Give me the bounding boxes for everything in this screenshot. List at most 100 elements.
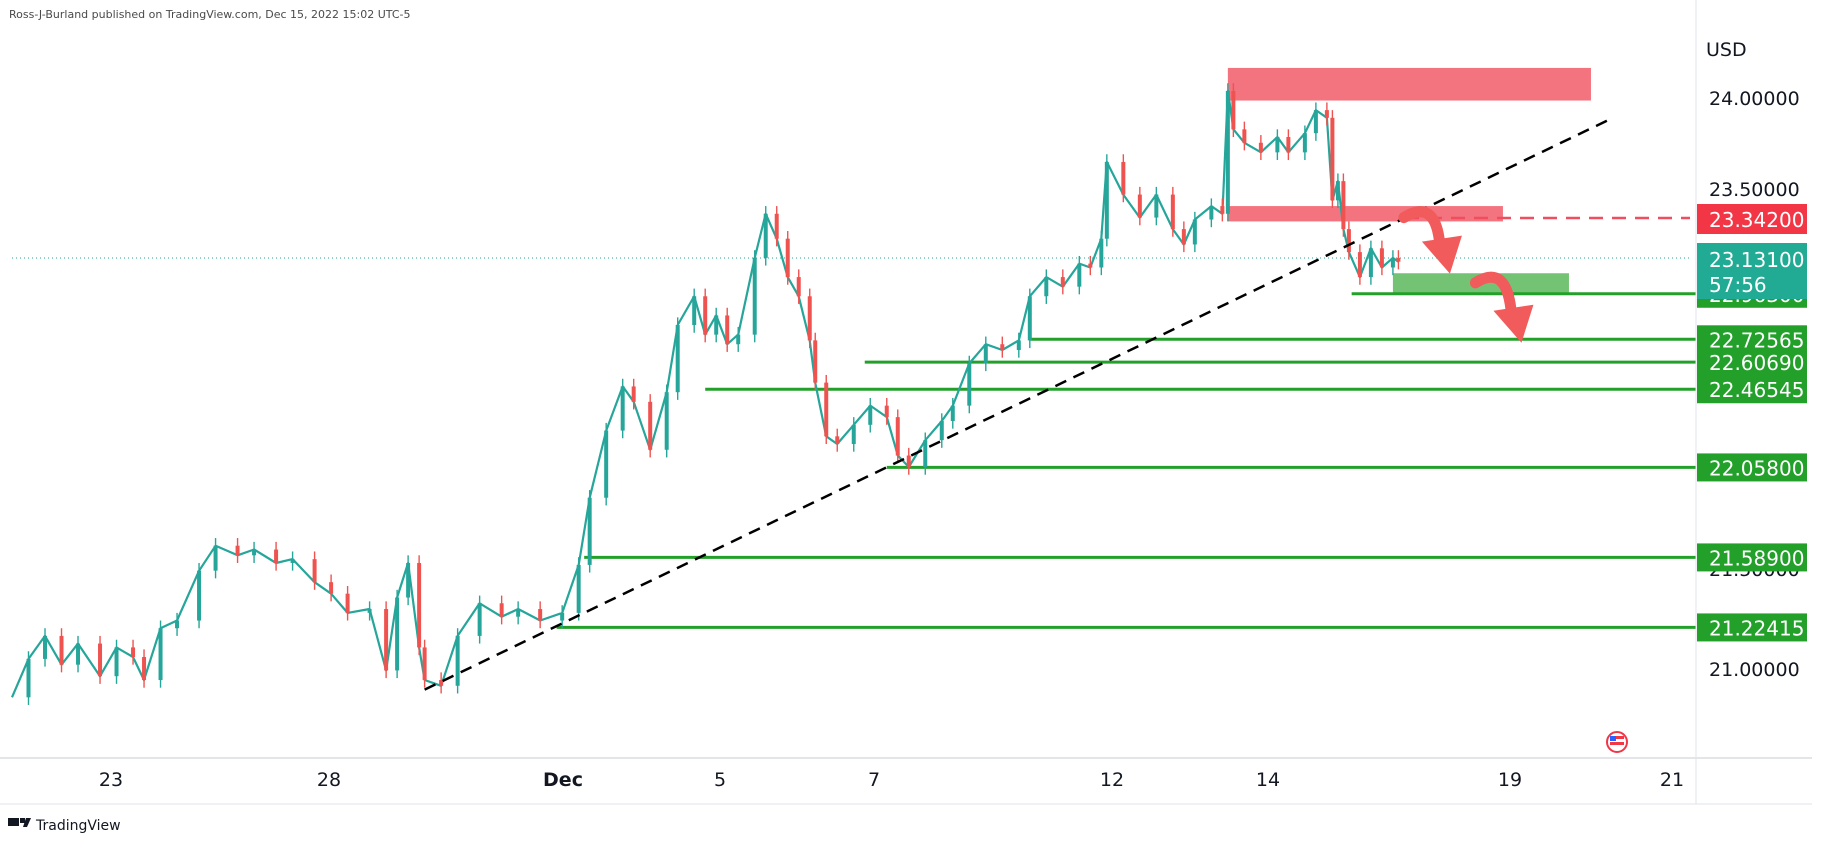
time-tick-12: 12 [1100, 769, 1124, 791]
candle-body-14 [252, 549, 257, 556]
candle-body-73 [1104, 161, 1109, 239]
candle-body-24 [417, 562, 422, 648]
candle-body-90 [1324, 110, 1329, 118]
time-tick-14: 14 [1256, 769, 1280, 791]
price-axis[interactable]: USD 24.00000 23.50000 22.00000 21.50000 … [1697, 39, 1807, 681]
candle-body-39 [664, 392, 669, 450]
ascending-trendline[interactable] [424, 116, 1614, 691]
candle-body-97 [1379, 248, 1384, 268]
candle-body-67 [1027, 296, 1032, 341]
candle-body-37 [631, 386, 636, 402]
us-flag-icon[interactable] [1606, 731, 1628, 753]
candle-body-46 [752, 257, 757, 335]
tick-label-23-5: 23.50000 [1709, 179, 1800, 201]
candle-body-68 [1044, 277, 1049, 297]
candle-body-30 [516, 609, 521, 617]
support-label-4: 22.05800 [1709, 456, 1804, 480]
candle-body-19 [345, 593, 350, 613]
time-axis[interactable]: 23 28 Dec 5 7 12 14 19 21 [99, 769, 1684, 791]
resistance-zone-0[interactable] [1227, 67, 1591, 101]
tradingview-logo: TradingView [8, 818, 121, 834]
candle-body-57 [884, 405, 889, 418]
candle-body-33 [576, 564, 581, 613]
candle-body-92 [1335, 181, 1340, 201]
candle-body-87 [1286, 136, 1291, 153]
support-label-bg-4 [1697, 453, 1807, 482]
candle-body-11 [197, 570, 202, 621]
candle-body-10 [175, 620, 180, 629]
support-label-5: 21.58900 [1709, 546, 1804, 570]
candle-body-99 [1396, 257, 1401, 262]
candle-body-44 [725, 315, 730, 345]
candle-body-18 [329, 582, 334, 594]
time-tick-19: 19 [1498, 769, 1522, 791]
candle-body-3 [59, 635, 64, 665]
candle-body-58 [895, 417, 900, 456]
candle-body-32 [560, 612, 565, 621]
candle-body-55 [851, 424, 856, 445]
candle-body-23 [406, 562, 411, 598]
candle-body-85 [1258, 142, 1263, 153]
time-tick-23: 23 [99, 769, 123, 791]
candle-body-77 [1170, 194, 1175, 230]
candle-body-52 [813, 340, 818, 383]
price-series [10, 89, 1400, 698]
candle-body-15 [274, 549, 279, 563]
candle-body-93 [1341, 181, 1346, 230]
candle-body-43 [714, 315, 719, 335]
candle-body-98 [1390, 257, 1395, 268]
candle-body-62 [950, 405, 955, 421]
candle-body-9 [158, 628, 163, 681]
candle-body-25 [422, 647, 427, 681]
candle-body-84 [1242, 129, 1247, 143]
candle-body-47 [763, 213, 768, 258]
support-label-bg-5 [1697, 543, 1807, 572]
candle-body-91 [1330, 117, 1335, 201]
candle-body-2 [43, 635, 48, 659]
candle-body-45 [736, 334, 741, 345]
support-label-2: 22.60690 [1709, 351, 1804, 375]
candle-body-82 [1225, 90, 1230, 214]
bearish-arrow-0[interactable] [1398, 206, 1446, 252]
candle-body-59 [906, 455, 911, 468]
bearish-arrowhead-1 [1493, 304, 1534, 343]
candle-body-21 [384, 609, 389, 671]
candle-body-65 [1000, 344, 1005, 350]
candle-body-4 [76, 643, 81, 665]
plot-area [10, 67, 1696, 705]
candle-body-6 [114, 647, 119, 677]
candle-body-51 [807, 296, 812, 341]
candle-body-72 [1099, 238, 1104, 268]
candle-body-88 [1302, 133, 1307, 153]
candle-body-75 [1137, 194, 1142, 218]
candle-body-20 [367, 609, 372, 613]
tick-label-21: 21.00000 [1709, 659, 1800, 681]
candle-body-96 [1368, 248, 1373, 278]
bearish-arrow-1[interactable] [1469, 271, 1517, 321]
candle-body-70 [1077, 263, 1082, 287]
candle-body-54 [835, 436, 840, 445]
candle-body-79 [1192, 219, 1197, 245]
currency-label: USD [1706, 39, 1747, 61]
candle-body-49 [785, 238, 790, 278]
candle-body-5 [98, 643, 103, 677]
candle-body-94 [1346, 229, 1351, 253]
candle-body-66 [1016, 340, 1021, 350]
candle-body-40 [675, 325, 680, 393]
time-tick-dec: Dec [543, 769, 583, 791]
brand-text: TradingView [35, 818, 121, 834]
support-label-bg-2 [1697, 348, 1807, 377]
support-label-bg-3 [1697, 375, 1807, 404]
publisher-caption: Ross-J-Burland published on TradingView.… [9, 8, 411, 21]
candle-body-64 [983, 344, 988, 364]
time-tick-5: 5 [714, 769, 726, 791]
support-label-6: 21.22415 [1709, 616, 1804, 640]
candle-body-95 [1357, 252, 1362, 278]
support-label-bg-6 [1697, 613, 1807, 642]
time-tick-7: 7 [868, 769, 880, 791]
candle-body-89 [1313, 110, 1318, 134]
candle-body-31 [538, 609, 543, 621]
candle-body-71 [1088, 263, 1093, 268]
candle-body-26 [439, 680, 444, 686]
